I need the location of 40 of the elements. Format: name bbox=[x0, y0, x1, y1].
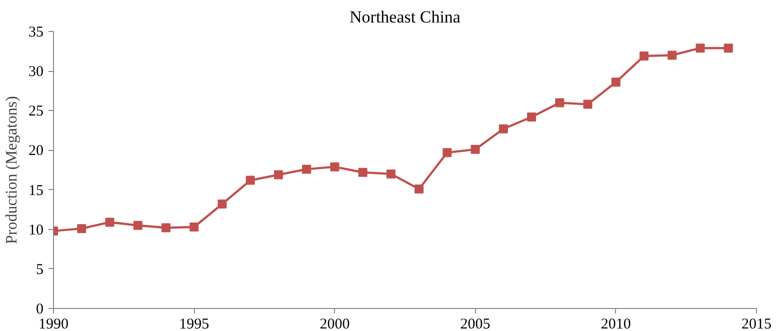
x-tick-label: 2000 bbox=[320, 316, 350, 331]
point bbox=[246, 176, 255, 185]
point bbox=[105, 218, 114, 227]
point bbox=[358, 168, 368, 177]
y-tick-label: 35 bbox=[28, 24, 44, 40]
point bbox=[77, 224, 86, 234]
point bbox=[414, 184, 424, 194]
point bbox=[133, 220, 142, 230]
point bbox=[274, 170, 283, 180]
point bbox=[498, 124, 508, 134]
x-tick-label: 2005 bbox=[460, 316, 490, 331]
point bbox=[527, 112, 536, 122]
y-tick-label: 0 bbox=[36, 302, 44, 318]
point bbox=[470, 144, 480, 154]
y-tick-label: 25 bbox=[28, 104, 44, 120]
point bbox=[330, 162, 340, 172]
chart-title: Northeast China bbox=[350, 8, 461, 26]
x-tick-label: 2015 bbox=[742, 316, 772, 331]
y-tick-label: 30 bbox=[28, 64, 44, 80]
y-axis-title: Production (Megatons) bbox=[4, 96, 20, 244]
point bbox=[668, 50, 677, 60]
point bbox=[161, 223, 170, 232]
point bbox=[611, 78, 620, 87]
point bbox=[640, 52, 649, 61]
point bbox=[190, 222, 199, 232]
point bbox=[442, 148, 452, 158]
x-tick-label: 1995 bbox=[179, 316, 210, 331]
point bbox=[724, 44, 733, 53]
point bbox=[583, 100, 592, 109]
y-tick-label: 15 bbox=[28, 182, 44, 199]
point bbox=[302, 164, 312, 174]
y-tick-label: 10 bbox=[28, 222, 44, 238]
point bbox=[218, 200, 227, 209]
point bbox=[386, 169, 396, 178]
point bbox=[696, 44, 705, 53]
point bbox=[555, 98, 564, 108]
x-tick-label: 2010 bbox=[600, 316, 631, 331]
y-tick-label: 20 bbox=[28, 143, 44, 160]
x-tick-label: 1990 bbox=[38, 316, 68, 331]
y-tick-label: 5 bbox=[36, 262, 44, 278]
